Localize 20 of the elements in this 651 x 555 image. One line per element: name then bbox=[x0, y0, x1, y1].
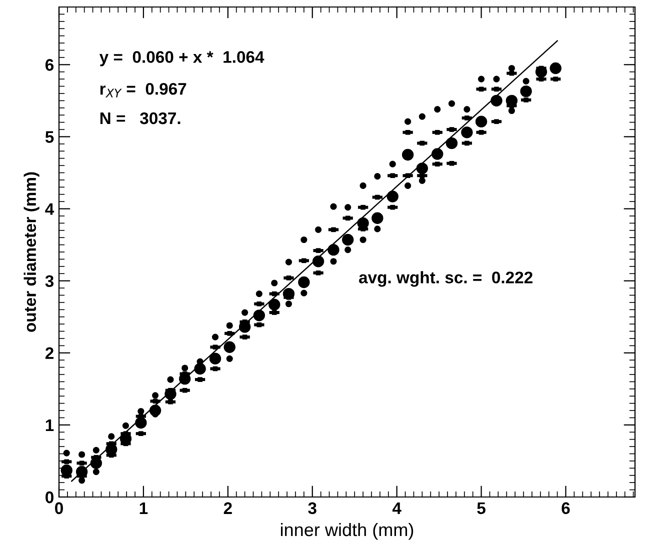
x-tick-label: 4 bbox=[392, 502, 402, 514]
x-tick-label: 6 bbox=[562, 502, 570, 514]
y-tick-label: 1 bbox=[46, 420, 54, 431]
annotation: avg. wght. sc. = 0.222 bbox=[359, 271, 532, 287]
annotation: N = 3037. bbox=[100, 112, 180, 124]
y-tick-label: 5 bbox=[45, 131, 54, 143]
y-tick-label: 4 bbox=[45, 203, 54, 215]
x-tick-label: 0 bbox=[55, 502, 63, 514]
y-tick-label: 2 bbox=[45, 347, 54, 359]
y-tick-label: 3 bbox=[45, 275, 54, 288]
annotation: y = 0.060 + x * 1.064 bbox=[99, 51, 264, 66]
x-tick-label: 5 bbox=[477, 502, 486, 514]
x-tick-label: 1 bbox=[140, 502, 148, 514]
annotation: r$_{XY}$ = 0.967 bbox=[100, 82, 186, 98]
x-tick-label: 2 bbox=[224, 502, 232, 514]
x-tick-label: 3 bbox=[308, 502, 316, 514]
y-tick-label: 6 bbox=[45, 59, 54, 71]
x-axis-title: inner width (mm) bbox=[280, 522, 414, 540]
y-axis-title: outer diameter (mm) bbox=[24, 172, 40, 332]
y-tick-label: 0 bbox=[46, 491, 54, 504]
